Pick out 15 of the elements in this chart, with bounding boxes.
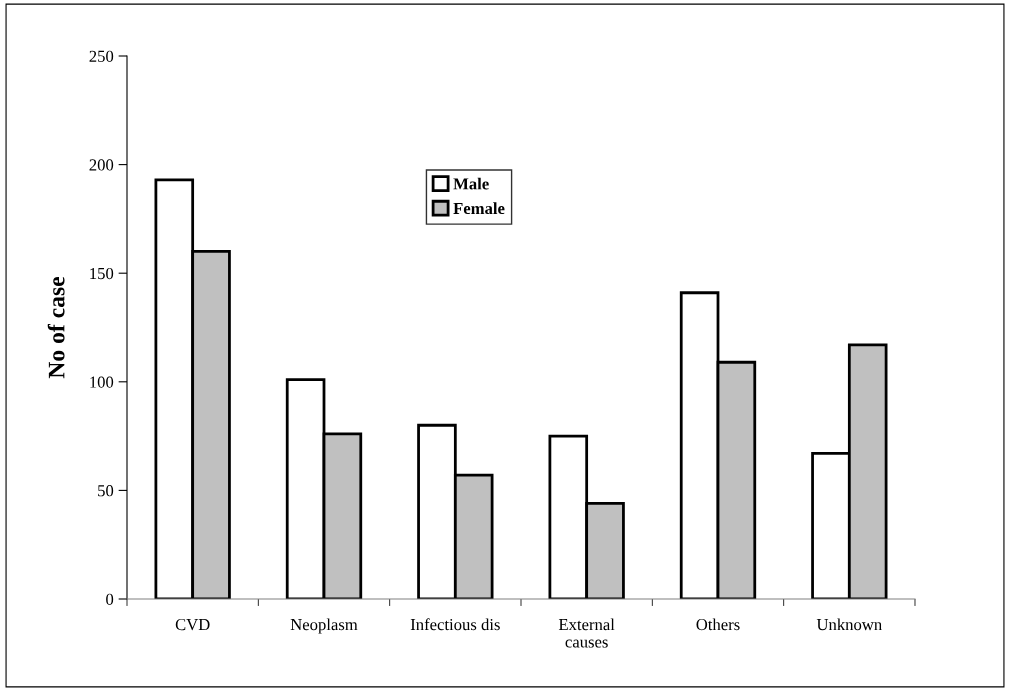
y-tick-label: 250 bbox=[89, 50, 114, 62]
x-tick-label: Neoplasm bbox=[290, 618, 358, 634]
x-tick-label: Others bbox=[696, 618, 740, 631]
legend-label: Female bbox=[453, 202, 505, 215]
y-tick-label: 200 bbox=[89, 159, 114, 171]
x-tick-label: CVD bbox=[175, 618, 210, 631]
y-axis-title: No of case bbox=[47, 276, 65, 379]
y-tick-label: 50 bbox=[98, 485, 114, 497]
legend-label: Male bbox=[453, 177, 489, 190]
y-tick-label: 150 bbox=[90, 267, 114, 280]
y-tick-label: 100 bbox=[90, 376, 114, 388]
x-tick-label: External causes bbox=[558, 618, 615, 648]
x-tick-label: Unknown bbox=[816, 618, 882, 631]
y-tick-label: 0 bbox=[106, 593, 114, 605]
x-tick-label: Infectious dis bbox=[410, 618, 500, 631]
